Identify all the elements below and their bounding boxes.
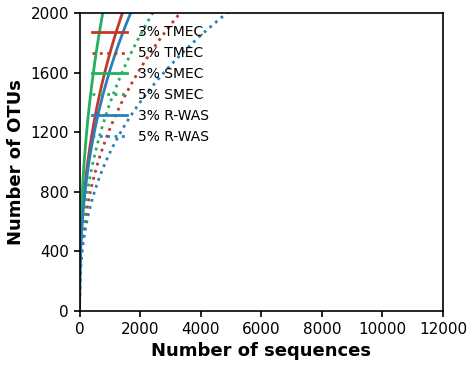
Y-axis label: Number of OTUs: Number of OTUs — [7, 79, 25, 245]
Legend: 3% TMEC, 5% TMEC, 3% SMEC, 5% SMEC, 3% R-WAS, 5% R-WAS: 3% TMEC, 5% TMEC, 3% SMEC, 5% SMEC, 3% R… — [86, 20, 214, 150]
X-axis label: Number of sequences: Number of sequences — [151, 342, 371, 360]
